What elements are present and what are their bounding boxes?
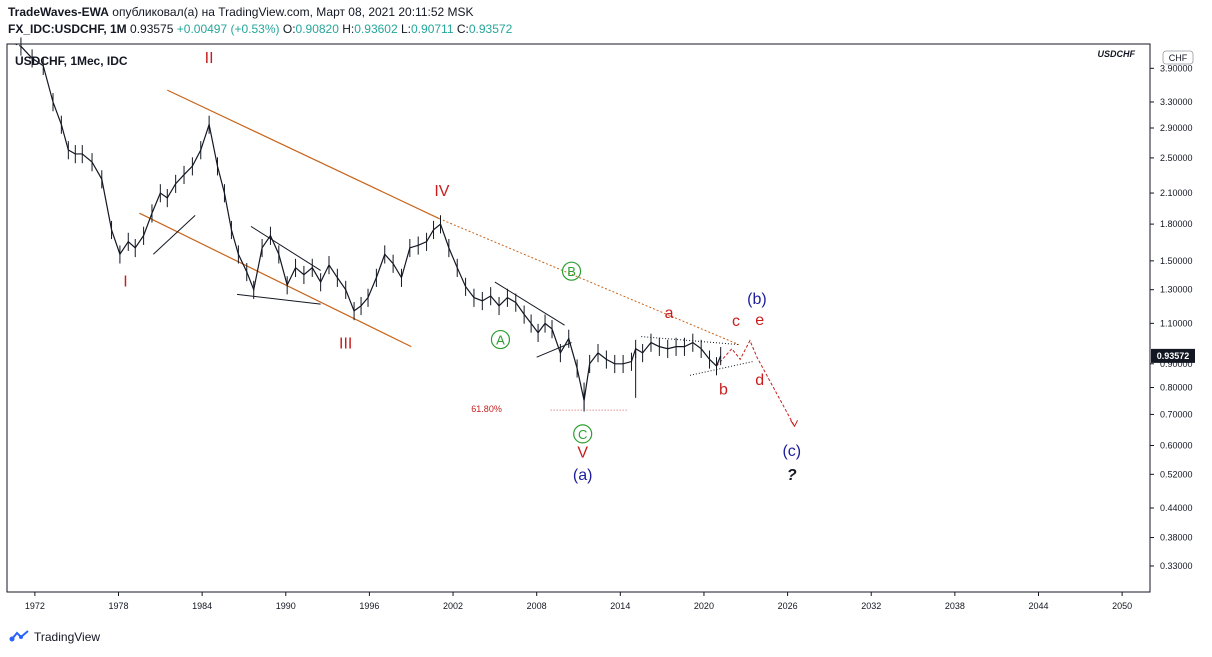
y-tick-label: 1.30000 [1160, 285, 1193, 295]
watermark-symbol: USDCHF [1098, 49, 1136, 59]
x-tick-label: 1972 [25, 601, 45, 611]
wave-label: A [496, 333, 505, 348]
upper-trendline-extension [438, 218, 739, 346]
wave-label: B [567, 264, 576, 279]
publisher-line: TradeWaves-EWA опубликовал(а) на Trading… [8, 5, 474, 19]
wave-label: (b) [747, 291, 767, 308]
open-value: 0.90820 [295, 22, 339, 36]
projection-arrowhead [790, 420, 799, 428]
triangle-line [153, 214, 196, 255]
low-label: L: [401, 22, 412, 36]
last-price: 0.93575 [130, 22, 174, 36]
price-line [20, 45, 722, 401]
wave-label: ? [787, 467, 797, 484]
high-label: H: [342, 22, 355, 36]
currency-badge-label: CHF [1169, 53, 1188, 63]
y-tick-label: 3.30000 [1160, 97, 1193, 107]
published-text: опубликовал(а) на TradingView.com, Март … [112, 5, 474, 19]
lower-trendline [139, 212, 412, 348]
wave-label: a [665, 305, 674, 322]
x-tick-label: 2026 [778, 601, 798, 611]
triangle-line [236, 293, 321, 305]
last-price-tag: 0.93572 [1151, 348, 1195, 363]
x-tick-label: 2008 [527, 601, 547, 611]
wave-label: (a) [573, 467, 593, 484]
trendlines: 61.80% [15, 43, 799, 428]
y-tick-label: 2.10000 [1160, 188, 1193, 198]
y-tick-label: 0.33000 [1160, 561, 1193, 571]
wave-label: I [123, 274, 127, 291]
x-tick-label: 1978 [108, 601, 128, 611]
symbol-label: FX_IDC:USDCHF, 1M [8, 22, 127, 36]
y-tick-label: 2.50000 [1160, 153, 1193, 163]
close-value: 0.93572 [468, 22, 513, 36]
currency-badge[interactable]: CHF [1162, 50, 1194, 65]
tradingview-logo-icon [9, 630, 29, 642]
y-tick-label: 0.38000 [1160, 533, 1193, 543]
y-tick-label: 0.60000 [1160, 440, 1193, 450]
tradingview-footer[interactable]: TradingView [8, 630, 100, 644]
last-price-tag-text: 0.93572 [1157, 351, 1190, 361]
wave-label-circle [561, 261, 582, 281]
wave-label: e [755, 312, 764, 329]
x-tick-label: 2044 [1028, 601, 1048, 611]
triangle-line [689, 361, 753, 376]
wave-label: c [732, 313, 740, 330]
price-axis: 0.33000 0.38000 0.44000 0.52000 0.60000 0.700… [1150, 63, 1193, 571]
footer-brand: TradingView [34, 630, 101, 644]
y-tick-label: 1.10000 [1160, 318, 1193, 328]
triangle-line [250, 225, 321, 271]
y-tick-label: 1.50000 [1160, 256, 1193, 266]
x-tick-label: 1984 [192, 601, 212, 611]
x-tick-label: 2050 [1112, 601, 1132, 611]
wave-label-circle [490, 329, 511, 350]
wave-label: C [578, 427, 587, 442]
series-lead-in [15, 43, 22, 47]
ohlc-line: FX_IDC:USDCHF, 1M 0.93575 +0.00497 (+0.5… [8, 22, 512, 36]
y-tick-label: 0.80000 [1160, 383, 1193, 393]
close-label: C: [456, 22, 469, 36]
wave-label: d [755, 372, 764, 389]
x-tick-label: 1990 [276, 601, 296, 611]
plot-frame [6, 43, 1151, 593]
x-tick-label: 2020 [694, 601, 714, 611]
x-tick-label: 1996 [359, 601, 379, 611]
y-tick-label: 3.90000 [1160, 63, 1193, 73]
triangle-line [536, 342, 572, 358]
x-tick-label: 2002 [443, 601, 463, 611]
wave-label: b [719, 382, 728, 399]
price-change: +0.00497 (+0.53%) [176, 22, 280, 36]
x-tick-label: 2014 [610, 601, 630, 611]
time-axis: 1972 1978 1984 1990 1996 2002 2008 2014 2020 2026… [25, 592, 1132, 611]
y-tick-label: 0.44000 [1160, 503, 1193, 513]
y-tick-label: 1.80000 [1160, 219, 1193, 229]
projected-path [716, 339, 795, 427]
x-tick-label: 2038 [945, 601, 965, 611]
y-tick-label: 0.70000 [1160, 409, 1193, 419]
price-series [20, 37, 722, 412]
wave-label: II [205, 50, 214, 67]
low-value: 0.90711 [411, 22, 454, 36]
author-name[interactable]: TradeWaves-EWA [8, 5, 109, 19]
wave-label: III [339, 336, 352, 353]
wave-label: (c) [782, 443, 801, 460]
upper-trendline [167, 89, 440, 220]
fib-level-label: 61.80% [471, 404, 502, 414]
wave-label-circle [573, 424, 593, 444]
y-tick-label: 0.90000 [1160, 359, 1193, 369]
triangle-line [641, 336, 739, 346]
high-value: 0.93602 [354, 22, 398, 36]
open-label: O: [282, 22, 296, 36]
y-tick-label: 2.90000 [1160, 123, 1193, 133]
x-tick-label: 2032 [861, 601, 881, 611]
y-tick-label: 0.52000 [1160, 469, 1193, 479]
triangle-line [494, 281, 565, 326]
wave-label: IV [434, 183, 449, 200]
wave-label: V [577, 445, 588, 462]
